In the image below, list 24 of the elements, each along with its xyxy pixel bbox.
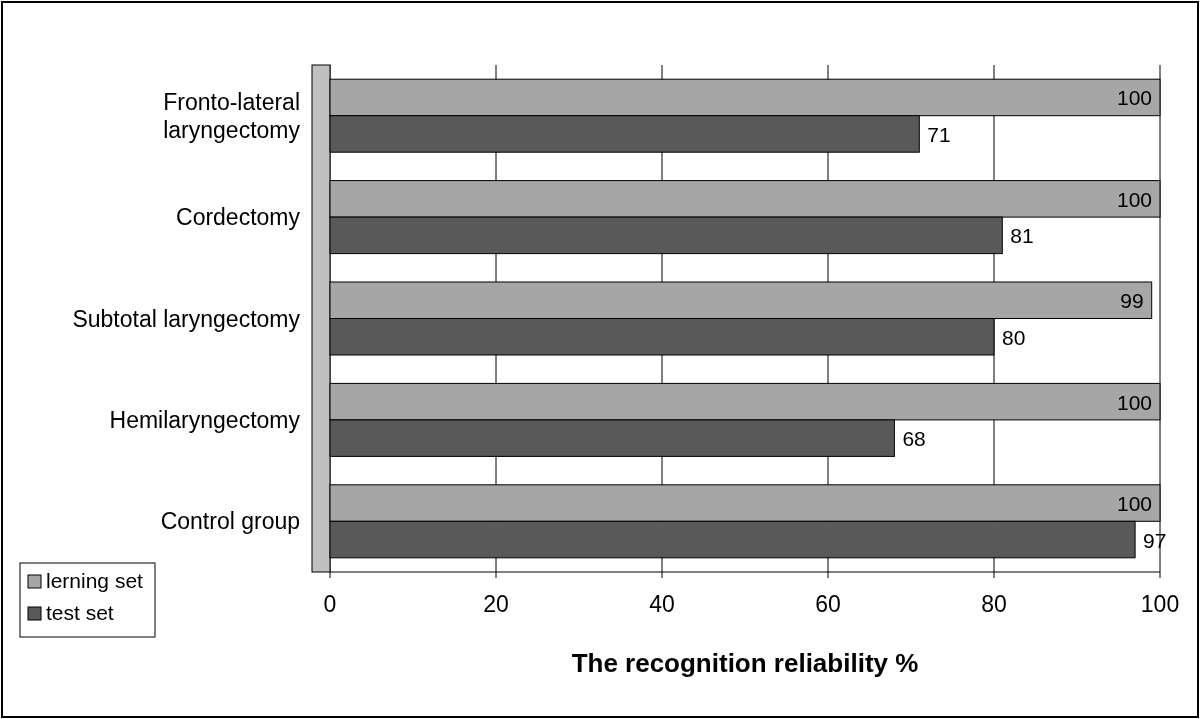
data-label: 68: [902, 427, 926, 451]
x-axis-title: The recognition reliability %: [571, 648, 919, 678]
y-tick-label: Fronto-lateral laryngectomy: [163, 88, 301, 143]
x-tick-label: 60: [815, 591, 841, 617]
data-label: 81: [1010, 224, 1034, 248]
y-tick-label: Hemilaryngectomy: [109, 406, 301, 433]
data-label: 99: [1120, 289, 1144, 313]
data-label: 100: [1116, 390, 1152, 414]
legend-label: lerning set: [46, 569, 144, 592]
data-label: 71: [927, 122, 951, 146]
x-tick-label: 100: [1140, 591, 1180, 617]
x-tick-label: 0: [323, 591, 337, 617]
data-label: 97: [1143, 528, 1167, 552]
y-tick-label: Cordectomy: [176, 204, 301, 231]
x-tick-label: 20: [483, 591, 509, 617]
y-tick-label: Control group: [160, 508, 300, 535]
x-tick-label: 40: [649, 591, 675, 617]
data-label: 100: [1116, 187, 1152, 211]
legend-label: test set: [46, 601, 114, 624]
data-label: 80: [1002, 325, 1026, 349]
data-label: 100: [1116, 86, 1152, 110]
data-label: 100: [1116, 492, 1152, 516]
y-tick-label: Subtotal laryngectomy: [72, 305, 301, 332]
x-tick-label: 80: [981, 591, 1007, 617]
